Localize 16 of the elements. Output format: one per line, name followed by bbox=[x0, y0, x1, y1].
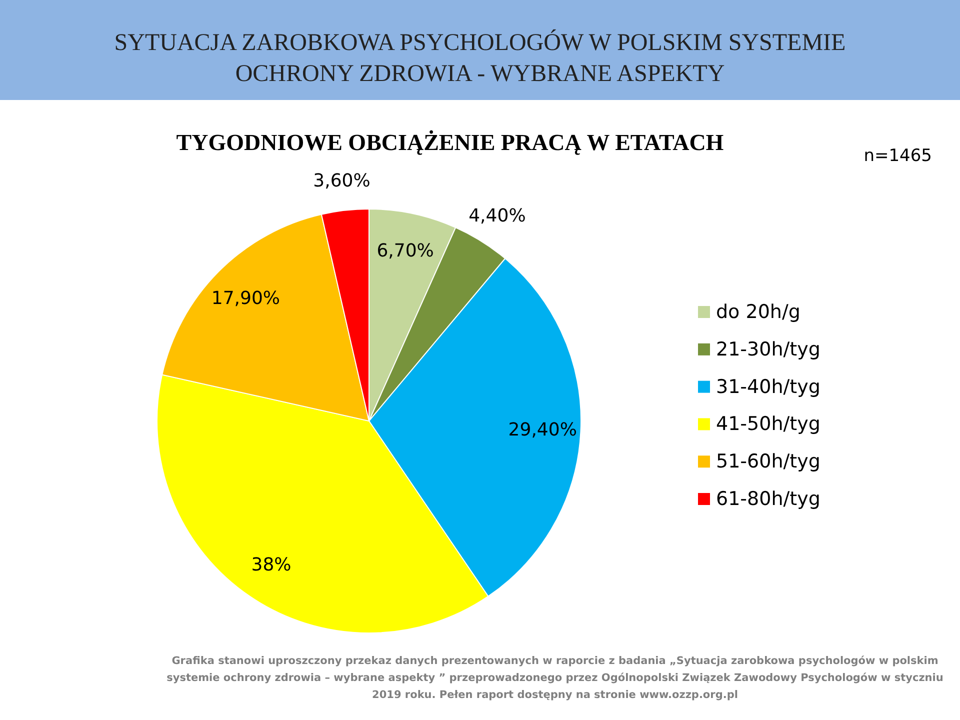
legend-label: 41-50h/tyg bbox=[716, 413, 820, 436]
legend-label: 31-40h/tyg bbox=[716, 376, 820, 398]
data-label: 29,40% bbox=[508, 419, 577, 440]
data-label: 38% bbox=[251, 554, 292, 576]
data-label: 3,60% bbox=[313, 170, 370, 192]
legend-label: 21-30h/tyg bbox=[716, 338, 820, 360]
chart-subtitle: TYGODNIOWE OBCIĄŻENIE PRACĄ W ETATACH bbox=[176, 130, 724, 155]
text: n=1465 bbox=[864, 146, 932, 166]
data-label: 4,40% bbox=[468, 206, 526, 227]
legend-label: 51-60h/tyg bbox=[716, 450, 820, 473]
data-label: 17,90% bbox=[211, 288, 280, 309]
chart-title: SYTUACJA ZAROBKOWA PSYCHOLOGÓW W POLSKIM SYSTEMIE OCHRONY ZDROWIA - WYBRANE ASPEKTY bbox=[114, 29, 846, 87]
legend-label: do 20h/g bbox=[716, 301, 800, 323]
legend-label: 61-80h/tyg bbox=[716, 488, 820, 510]
data-label: 6,70% bbox=[376, 240, 434, 262]
text: Grafika stanowi uproszczony przekaz danych prezentowanych w raporcie z badania „Sytuacja zarobkowa psychologów w polskim systemie ochrony zdrowia – wybrane aspekty ” przeprowadzonego przez Ogólnopolski Związek Zawodowy Psychologów w styczniu 2019 roku. Pełen raport dostępny na stronie www.ozzp.org.pl bbox=[166, 655, 944, 701]
